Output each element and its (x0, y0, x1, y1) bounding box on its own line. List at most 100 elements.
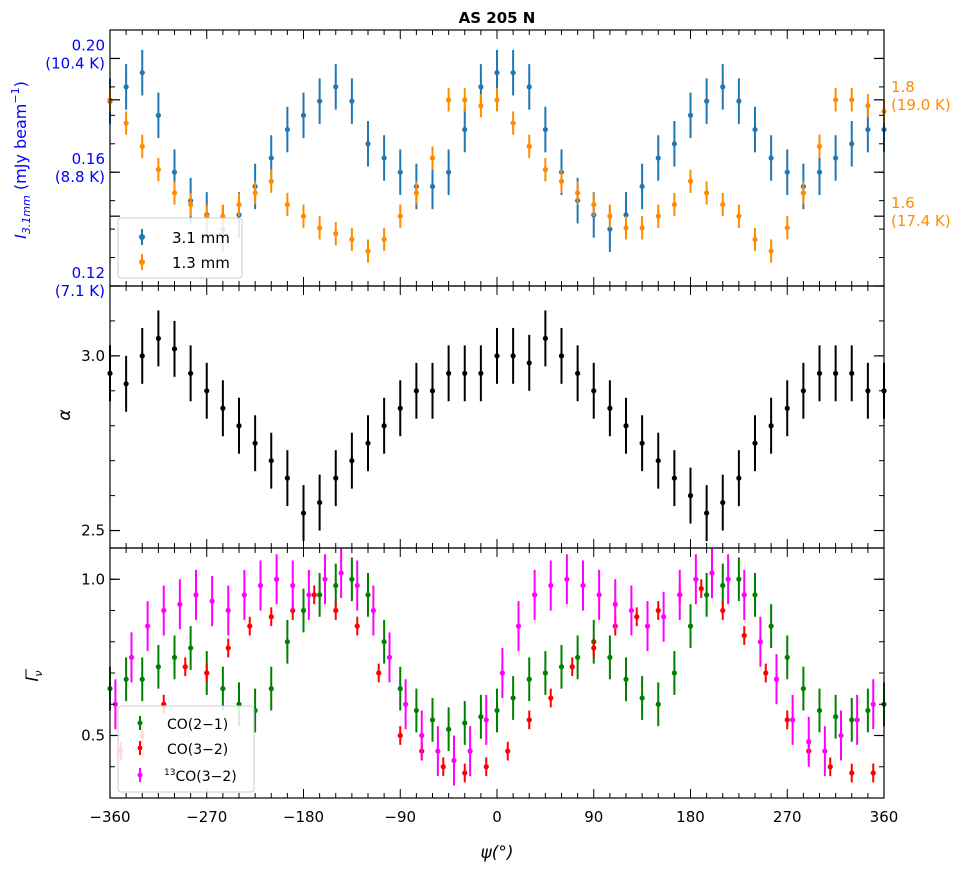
mid-alpha-point (575, 370, 581, 376)
mid-alpha-point (865, 388, 871, 394)
mid-alpha-point (526, 360, 532, 366)
top-3mm-point (833, 155, 839, 161)
mid-alpha-point (510, 353, 516, 359)
middle-errorbars (107, 310, 887, 542)
bot-series-0-point (349, 576, 355, 582)
bottom-ylabel: Iν (23, 670, 45, 681)
bot-series-0-point (575, 654, 581, 660)
bot-series-2-point (596, 592, 602, 598)
bot-series-0-point (188, 645, 194, 651)
x-tick-label: −270 (186, 808, 227, 826)
top-right-ytick-sublabel: (19.0 K) (891, 96, 951, 114)
mid-alpha-point (478, 370, 484, 376)
bot-series-2-point (290, 582, 296, 589)
top-1mm-point (591, 201, 597, 208)
top-1mm-point (607, 213, 613, 219)
mid-alpha-point (639, 440, 645, 446)
bot-series-1-point (182, 664, 188, 670)
top-1mm-point (865, 103, 871, 109)
top-1mm-point (623, 225, 629, 231)
bot-series-2-point (161, 607, 167, 614)
bot-series-0-point (300, 607, 307, 614)
bot-series-0-point (268, 686, 274, 692)
top-legend-box (117, 217, 243, 279)
top-1mm-point (429, 155, 436, 161)
bot-series-0-point (623, 676, 629, 682)
legend-label-1mm: 1.3 mm (172, 254, 230, 272)
bot-series-0-point (542, 670, 548, 676)
top-3mm-point (123, 84, 129, 90)
bot-series-1-point (569, 664, 575, 670)
bot-left-ytick-label: 0.5 (81, 727, 105, 745)
bot-series-2-point (386, 654, 393, 660)
mid-alpha-point (349, 458, 355, 464)
top-left-ytick-sublabel: (10.4 K) (45, 54, 105, 72)
top-1mm-point (687, 178, 694, 184)
bot-series-1-point (870, 770, 876, 776)
top-3mm-point (478, 84, 484, 90)
bot-series-0-point (784, 654, 790, 660)
bot-series-1-point (440, 764, 446, 770)
top-3mm-point (139, 70, 145, 76)
top-3mm-point (284, 126, 290, 133)
bot-series-0-point (639, 695, 645, 701)
x-axis-label: ψ(°) (481, 843, 514, 863)
x-tick-label: −90 (384, 808, 416, 826)
mid-alpha-point (591, 388, 597, 394)
bot-series-2-point (870, 701, 876, 707)
bot-series-2-point (515, 623, 522, 629)
bot-series-1-point (462, 770, 468, 776)
x-tick-label: 180 (676, 808, 705, 826)
bot-left-ytick-label: 1.0 (81, 570, 105, 588)
legend-label-13co32: 13CO(3−2) (164, 768, 237, 785)
bot-series-1-point (376, 670, 382, 676)
legend-label-13co32-sup: 13 (164, 768, 175, 778)
top-3mm-point (494, 70, 500, 76)
top-3mm-point (720, 84, 726, 90)
mid-alpha-point (317, 499, 323, 506)
panel-top-intensity: 0.20(10.4 K) 0.16(8.8 K) 0.12(7.1 K) 1.8(19… (45, 29, 951, 300)
bot-series-2-point (225, 607, 231, 614)
top-1mm-point (446, 97, 452, 103)
top-3mm-point (736, 98, 742, 104)
bot-series-2-point (790, 717, 796, 723)
bot-series-0-point (687, 623, 694, 629)
top-right-ytick-label: 1.8 (891, 78, 915, 96)
top-1mm-point (800, 190, 806, 196)
top-1mm-point (784, 225, 790, 231)
mid-left-ytick-label: 2.5 (81, 522, 105, 540)
bot-series-0-point (429, 717, 436, 723)
mid-left-ytick-label: 3.0 (81, 347, 105, 365)
bot-series-0-point (816, 707, 823, 714)
panel-bottom-line-intensity: 1.0 0.5 −360 −270 −180 −90 0 90 180 270 360 (81, 547, 898, 826)
x-tick-label: −180 (283, 808, 324, 826)
bot-series-2-point (128, 654, 135, 660)
top-3mm-point (687, 112, 694, 118)
top-ylabel-close: ) (11, 81, 30, 87)
bot-series-2-point (532, 592, 538, 598)
bot-series-2-point (822, 748, 828, 754)
legend-label-co21: CO(2−1) (167, 717, 228, 733)
mid-alpha-point (542, 335, 548, 341)
top-1mm-point (833, 97, 839, 103)
top-3mm-point (429, 183, 436, 190)
top-1mm-point (268, 178, 274, 184)
top-1mm-point (558, 178, 565, 184)
top-ylabel-sup: −1 (9, 87, 22, 103)
top-3mm-point (171, 169, 178, 175)
top-ylabel: I3.1mm (mJy beam−1) (9, 81, 33, 239)
bot-series-0-point (365, 592, 371, 598)
bot-series-2-point (773, 676, 780, 682)
bot-series-1-point (763, 670, 769, 676)
bot-series-1-point (268, 614, 274, 620)
mid-alpha-point (494, 353, 500, 359)
top-1mm-point (542, 167, 548, 173)
top-3mm-point (623, 212, 629, 218)
mid-alpha-point (236, 423, 242, 429)
bot-series-2-point (709, 570, 715, 576)
mid-alpha-point (413, 388, 419, 394)
bot-series-0-point (317, 592, 323, 598)
bot-series-2-point (548, 582, 554, 589)
top-3mm-point (768, 155, 774, 161)
mid-alpha-point (204, 388, 210, 394)
